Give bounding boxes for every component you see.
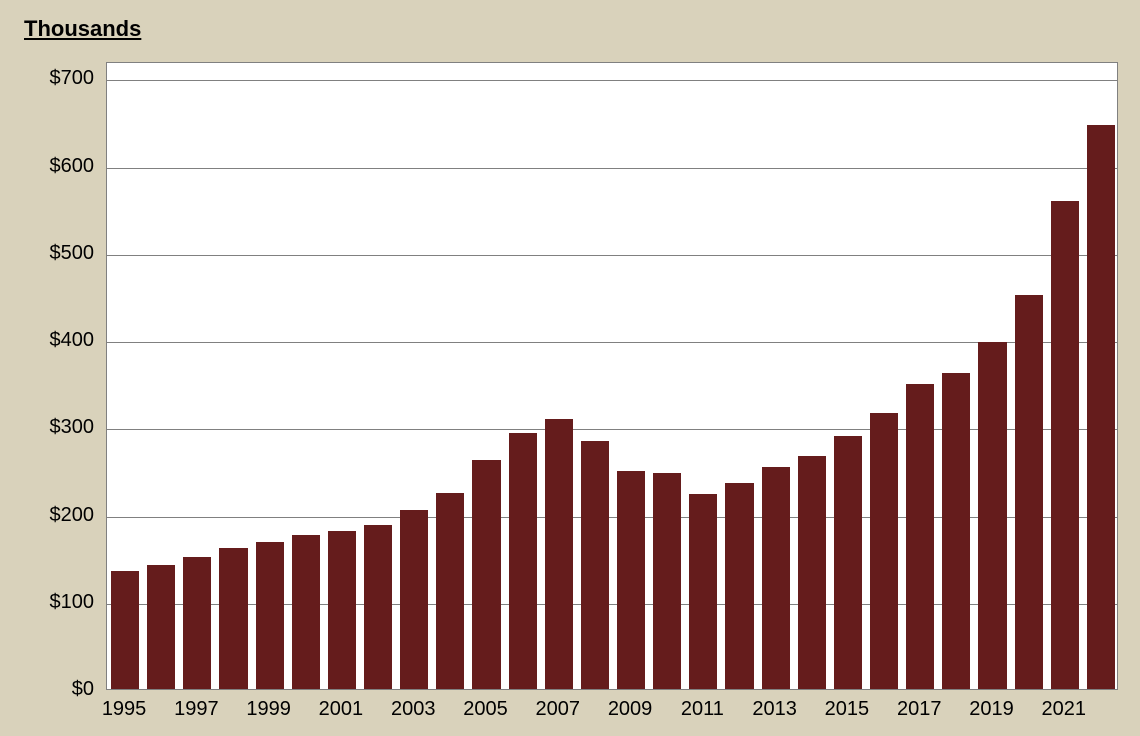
bar <box>292 535 320 689</box>
bar <box>942 373 970 689</box>
bar <box>183 557 211 689</box>
chart-container: Thousands $0 $100 $200 $300 $400 $500 $600 $700… <box>0 0 1140 736</box>
gridline <box>107 342 1117 343</box>
bar <box>472 460 500 689</box>
bar <box>978 342 1006 689</box>
y-tick-label: $600 <box>50 155 95 178</box>
bar <box>1015 295 1043 689</box>
y-tick-label: $200 <box>50 504 95 527</box>
gridline <box>107 168 1117 169</box>
y-axis-title: Thousands <box>24 16 141 42</box>
y-tick-label: $700 <box>50 67 95 90</box>
bar <box>798 456 826 689</box>
bar <box>906 384 934 689</box>
gridline <box>107 80 1117 81</box>
bar <box>111 571 139 689</box>
bar <box>545 419 573 689</box>
bar <box>436 493 464 689</box>
y-tick-label: $100 <box>50 591 95 614</box>
bar <box>617 471 645 689</box>
bar <box>509 433 537 689</box>
x-tick-label: 2021 <box>1042 698 1087 721</box>
bar <box>256 542 284 689</box>
x-tick-label: 2005 <box>463 698 508 721</box>
x-tick-label: 2007 <box>536 698 581 721</box>
x-tick-label: 2009 <box>608 698 653 721</box>
y-tick-label: $500 <box>50 242 95 265</box>
x-tick-label: 2003 <box>391 698 436 721</box>
x-tick-label: 1999 <box>246 698 291 721</box>
bar <box>870 413 898 689</box>
y-tick-label: $0 <box>72 678 94 701</box>
bar <box>653 473 681 689</box>
bar <box>147 565 175 689</box>
x-tick-label: 2011 <box>681 698 724 721</box>
bar <box>364 525 392 689</box>
x-tick-label: 2001 <box>319 698 364 721</box>
x-tick-label: 1997 <box>174 698 219 721</box>
x-tick-label: 2015 <box>825 698 870 721</box>
bar <box>834 436 862 689</box>
gridline <box>107 255 1117 256</box>
x-tick-label: 2013 <box>752 698 797 721</box>
bar <box>762 467 790 689</box>
bar <box>725 483 753 689</box>
x-tick-label: 2019 <box>969 698 1014 721</box>
y-tick-label: $400 <box>50 329 95 352</box>
bar <box>689 494 717 689</box>
y-tick-label: $300 <box>50 416 95 439</box>
plot-area <box>106 62 1118 690</box>
x-tick-label: 2017 <box>897 698 942 721</box>
bar <box>328 531 356 689</box>
bar <box>400 510 428 689</box>
bar <box>219 548 247 689</box>
bar <box>1087 125 1115 689</box>
bar <box>581 441 609 689</box>
bar <box>1051 201 1079 689</box>
x-tick-label: 1995 <box>102 698 147 721</box>
